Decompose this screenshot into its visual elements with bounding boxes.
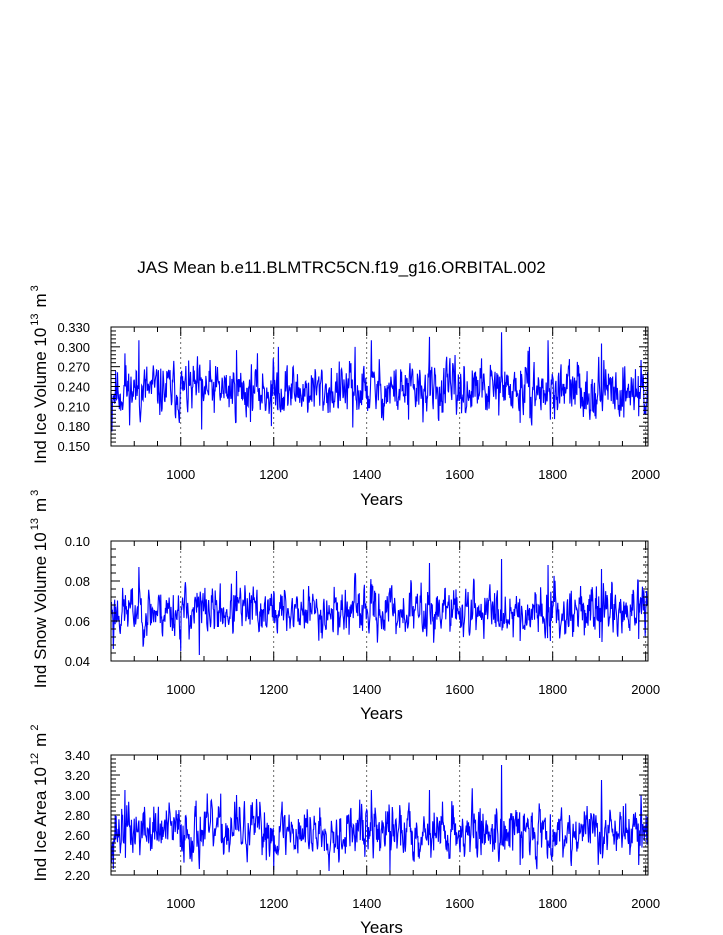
x-tick-label: 1200 (259, 682, 288, 697)
x-tick-label: 1600 (445, 467, 474, 482)
y-tick-label: 3.00 (65, 788, 90, 803)
x-tick-label: 1400 (352, 896, 381, 911)
y-tick-label: 2.80 (65, 808, 90, 823)
x-tick-label: 1200 (259, 467, 288, 482)
y-tick-label: 0.210 (57, 399, 90, 414)
y-axis-label: Ind Ice Area 1012m2 (29, 725, 50, 882)
y-tick-label: 0.04 (65, 654, 90, 669)
y-tick-label: 0.10 (65, 534, 90, 549)
chart-title: JAS Mean b.e11.BLMTRC5CN.f19_g16.ORBITAL… (137, 258, 546, 277)
y-tick-label: 0.240 (57, 380, 90, 395)
y-axis-label: Ind Snow Volume 1013m3 (29, 490, 50, 689)
x-tick-label: 1000 (166, 896, 195, 911)
x-axis-label: Years (360, 704, 403, 723)
y-tick-label: 2.20 (65, 868, 90, 883)
x-tick-label: 1400 (352, 682, 381, 697)
data-series-line (110, 332, 649, 432)
x-tick-label: 2000 (631, 682, 660, 697)
y-tick-label: 0.06 (65, 614, 90, 629)
panel-snow-volume: 1000 1200 1400 1600 1800 2000 0.04 0.06 0.08 0.10… (29, 490, 660, 723)
x-tick-label: 1600 (445, 896, 474, 911)
x-tick-label: 2000 (631, 467, 660, 482)
x-tick-label: 1800 (538, 682, 567, 697)
x-tick-label: 1000 (166, 682, 195, 697)
plot-frame (110, 540, 649, 662)
x-tick-label: 1400 (352, 467, 381, 482)
panel-ice-volume: 1000 1200 1400 1600 1800 2000 0.150 0.180 0.210 0… (29, 285, 660, 509)
y-tick-label: 3.20 (65, 768, 90, 783)
y-tick-label: 0.180 (57, 419, 90, 434)
y-tick-label: 0.270 (57, 360, 90, 375)
x-tick-label: 1000 (166, 467, 195, 482)
data-series-line (110, 764, 649, 872)
y-tick-label: 0.300 (57, 340, 90, 355)
x-tick-label: 1800 (538, 896, 567, 911)
x-axis-label: Years (360, 918, 403, 935)
y-tick-label: 2.60 (65, 828, 90, 843)
y-tick-label: 0.08 (65, 574, 90, 589)
panel-ice-area: 1000 1200 1400 1600 1800 2000 2.20 2.40 2.60 2.80… (29, 725, 660, 935)
y-tick-label: 3.40 (65, 748, 90, 763)
x-tick-label: 1800 (538, 467, 567, 482)
x-tick-label: 1600 (445, 682, 474, 697)
y-tick-label: 0.330 (57, 320, 90, 335)
y-tick-label: 0.150 (57, 439, 90, 454)
y-tick-label: 2.40 (65, 848, 90, 863)
y-axis-label: Ind Ice Volume 1013m3 (29, 285, 50, 464)
data-series-line (110, 558, 648, 656)
x-axis-label: Years (360, 490, 403, 509)
x-tick-label: 1200 (259, 896, 288, 911)
x-tick-label: 2000 (631, 896, 660, 911)
